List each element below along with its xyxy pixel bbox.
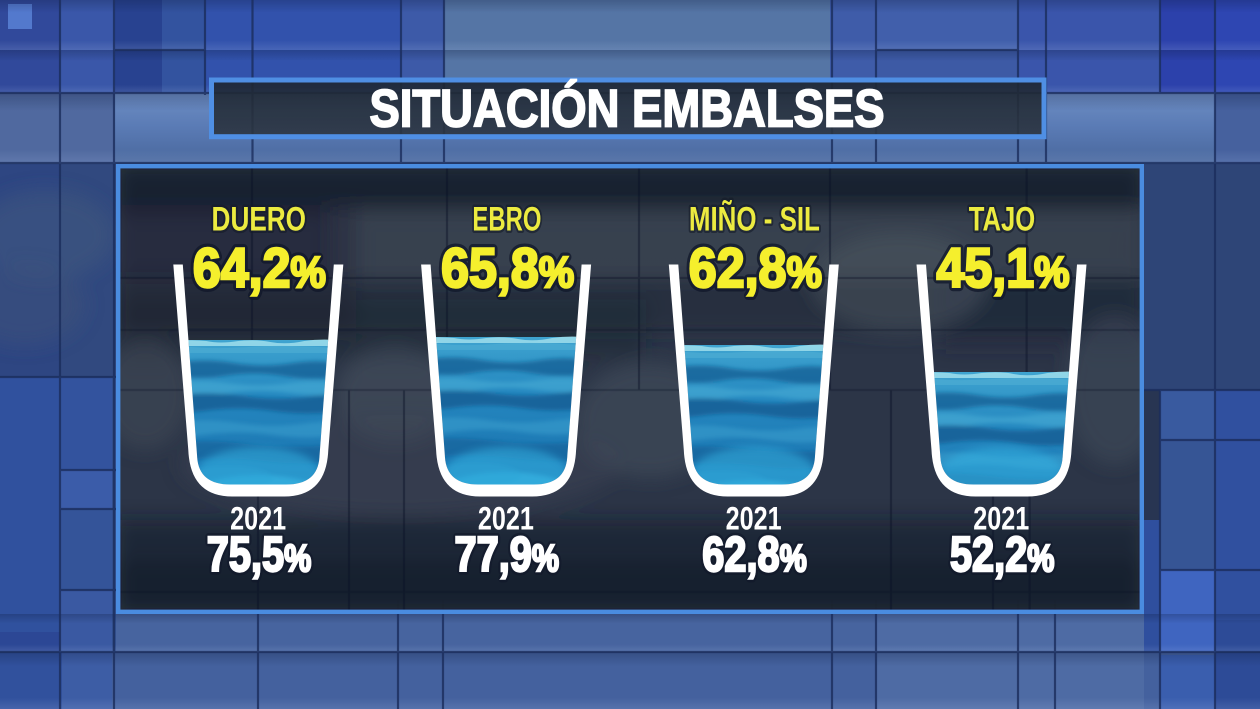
svg-text:DUERO: DUERO bbox=[212, 201, 307, 239]
svg-text:EBRO: EBRO bbox=[472, 201, 541, 239]
svg-text:EBRO: EBRO bbox=[472, 201, 541, 239]
svg-text:TAJO: TAJO bbox=[969, 201, 1035, 239]
svg-text:2021: 2021 bbox=[973, 500, 1029, 536]
svg-text:DUERO: DUERO bbox=[212, 201, 307, 239]
svg-text:2021: 2021 bbox=[478, 500, 534, 536]
svg-text:MIÑO - SIL: MIÑO - SIL bbox=[689, 201, 820, 239]
svg-text:TAJO: TAJO bbox=[969, 201, 1035, 239]
svg-text:MIÑO - SIL: MIÑO - SIL bbox=[689, 201, 820, 239]
svg-text:SITUACIÓN EMBALSES: SITUACIÓN EMBALSES bbox=[370, 79, 885, 139]
svg-text:2021: 2021 bbox=[230, 500, 286, 536]
svg-text:77,9%: 77,9% bbox=[455, 527, 560, 582]
svg-text:64,2%: 64,2% bbox=[193, 237, 326, 299]
svg-text:75,5%: 75,5% bbox=[207, 527, 312, 582]
svg-text:2021: 2021 bbox=[726, 500, 782, 536]
svg-text:77,9%: 77,9% bbox=[455, 527, 560, 582]
svg-text:64,2%: 64,2% bbox=[193, 237, 326, 299]
svg-text:75,5%: 75,5% bbox=[207, 527, 312, 582]
